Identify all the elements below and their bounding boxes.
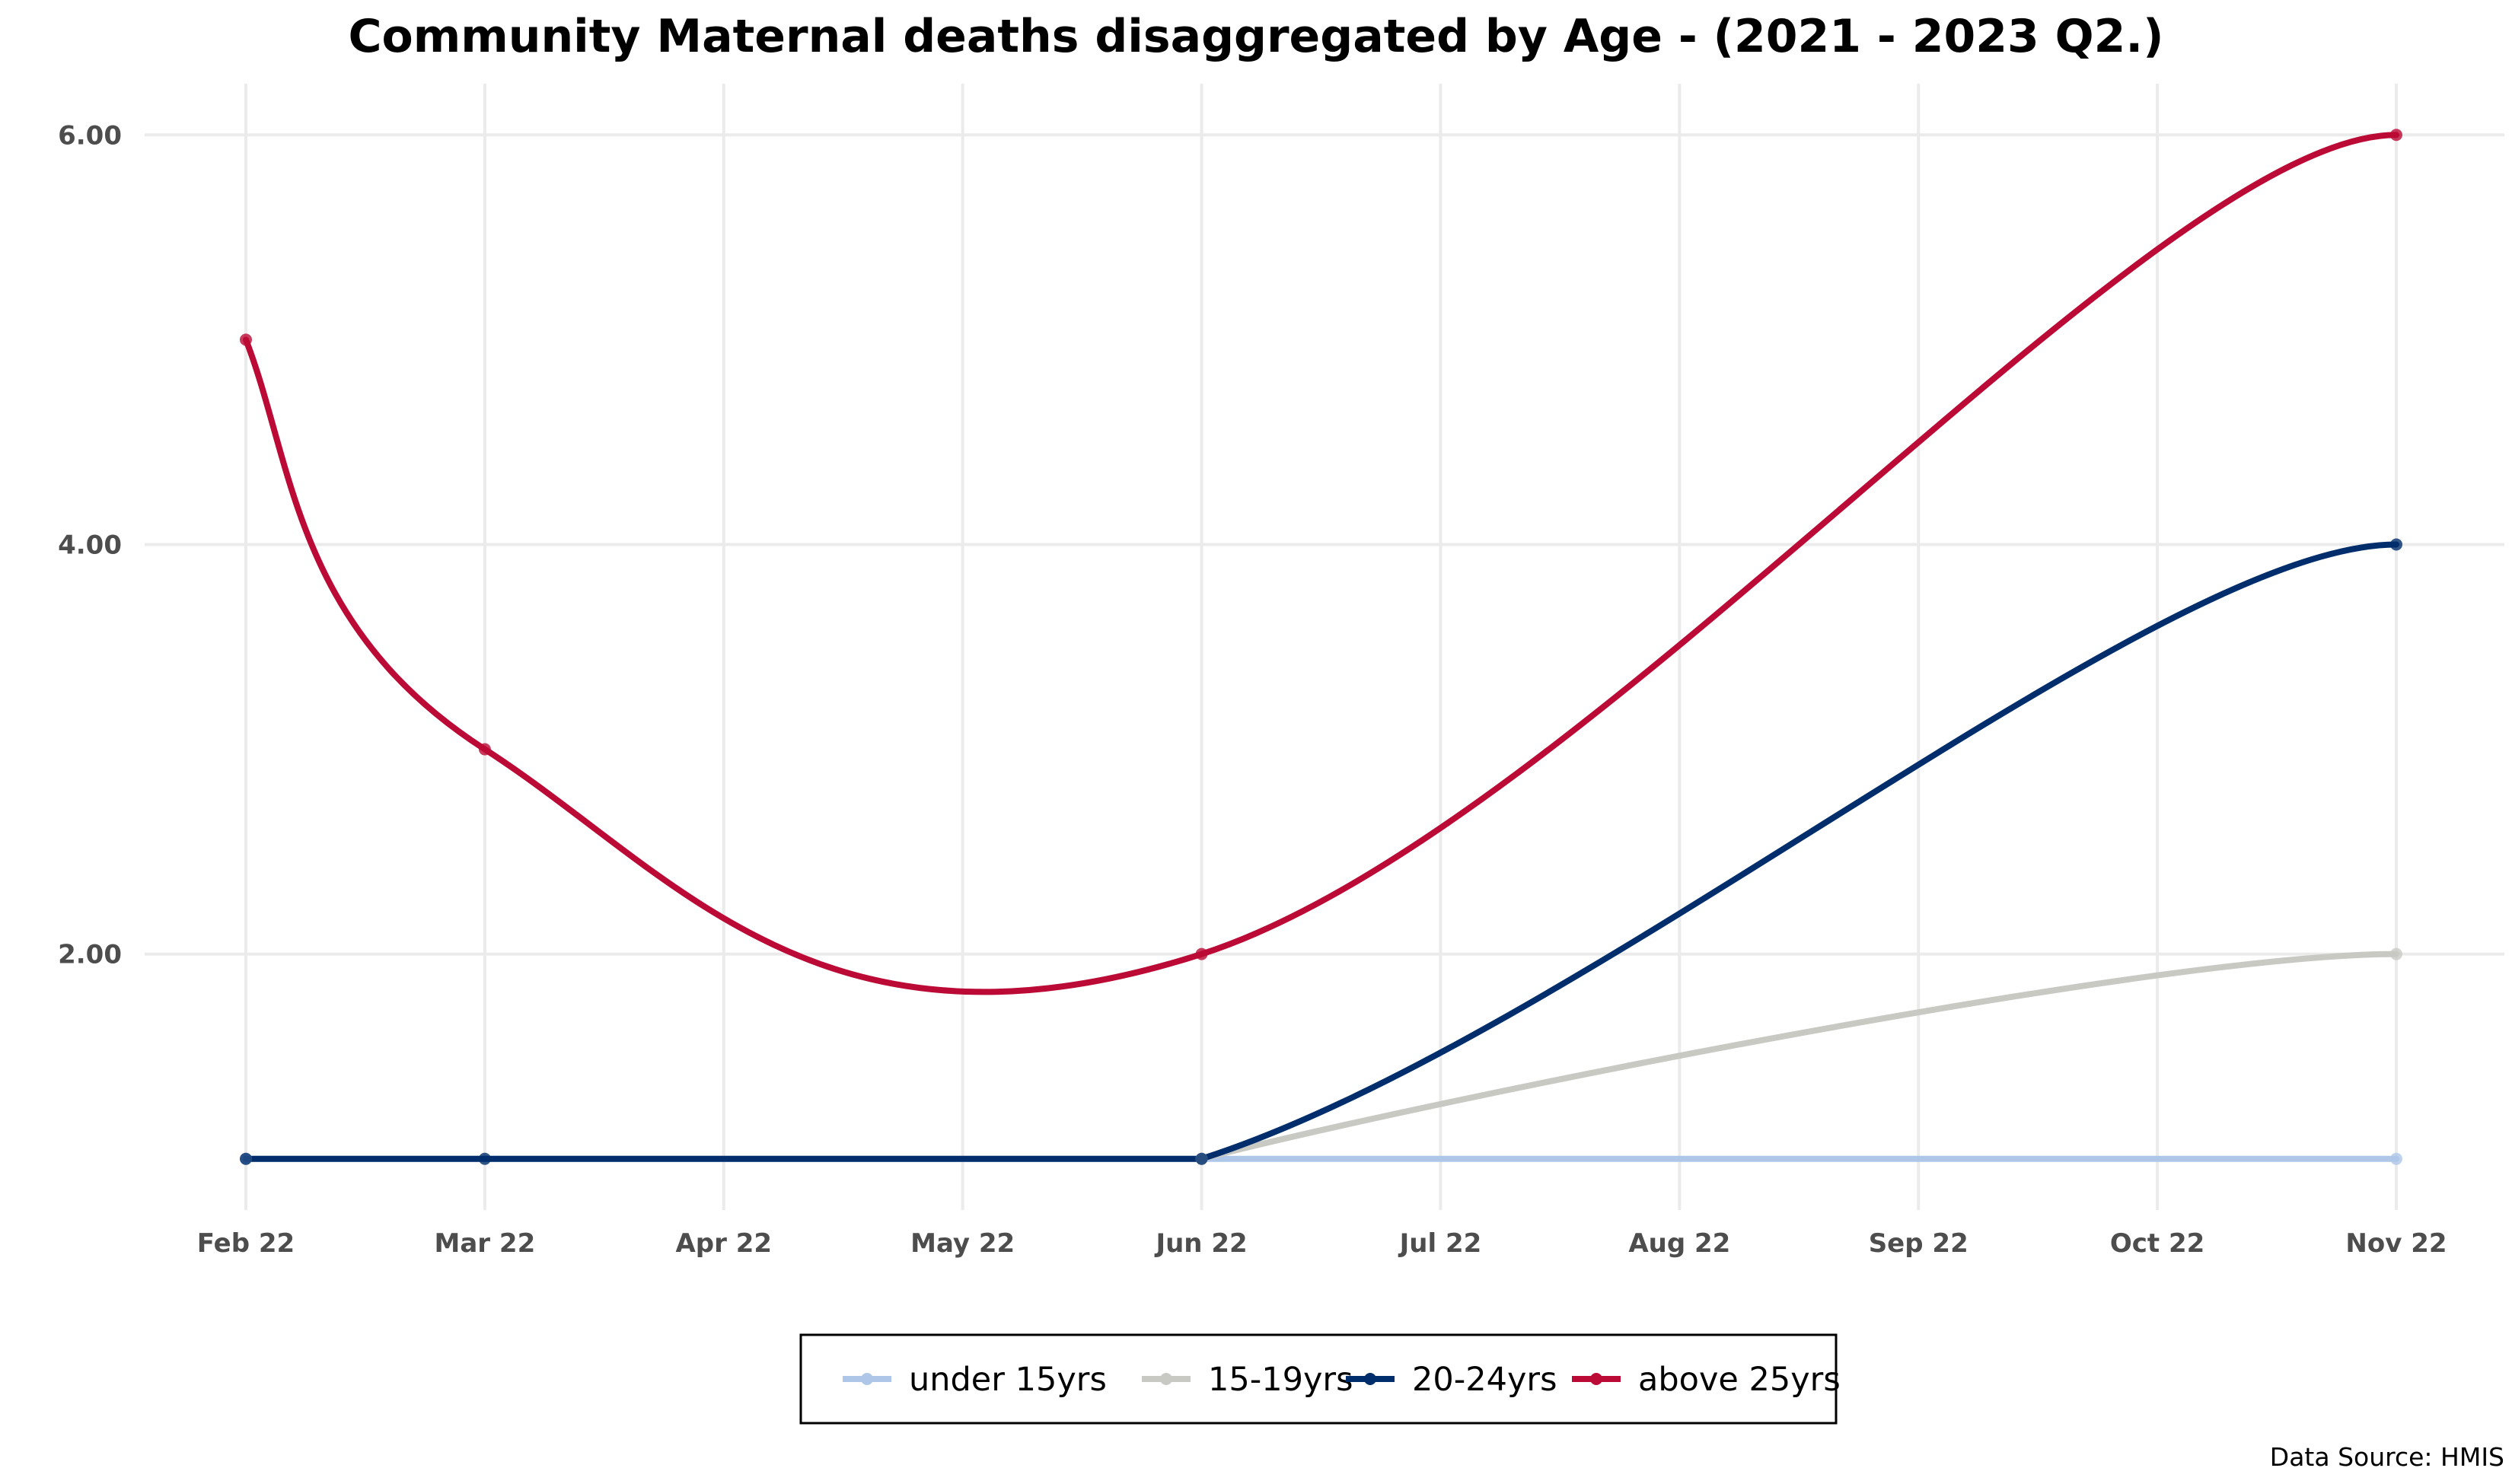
data-point-20-24yrs [1195,1152,1208,1165]
data-point-20-24yrs [2390,538,2402,551]
series-lines [243,132,2399,1162]
x-tick-label: Mar 22 [435,1228,536,1259]
data-point-above-25yrs [1195,947,1208,960]
data-point-20-24yrs [478,1152,491,1165]
legend-item-15-19yrs: 15-19yrs [1142,1361,1353,1399]
data-point-above-25yrs [478,743,491,756]
legend-box [799,1333,1838,1425]
x-tick-label: Jul 22 [1398,1228,1482,1259]
legend-key-point [1364,1373,1376,1385]
data-point-15-19yrs [2390,947,2402,960]
legend-label: 15-19yrs [1208,1361,1353,1399]
grid-lines [145,84,2504,1210]
data-source-caption: Data Source: HMIS [2270,1442,2504,1472]
chart-title: Community Maternal deaths disaggregated … [348,10,2163,63]
x-tick-label: Sep 22 [1869,1228,1968,1259]
x-axis-ticks: Feb 22 Mar 22 Apr 22 May 22 Jun 22 Jul 22 Aug … [197,1228,2447,1259]
x-tick-label: Oct 22 [2110,1228,2204,1259]
legend-item-under-15yrs: under 15yrs [843,1361,1107,1399]
legend-label: above 25yrs [1638,1361,1841,1399]
legend-key-point [1160,1373,1172,1385]
series-line-15-19yrs [1198,951,2399,1162]
legend-label: 20-24yrs [1412,1361,1557,1399]
x-tick-label: May 22 [910,1228,1015,1259]
data-point-above-25yrs [240,333,252,346]
x-tick-label: Aug 22 [1628,1228,1730,1259]
legend: under 15yrs 15-19yrs 20-24yrs above 25yrs [799,1333,1841,1425]
x-tick-label: Feb 22 [197,1228,295,1259]
data-points [240,129,2402,1165]
y-tick-label: 2.00 [58,940,122,970]
legend-key-point [861,1373,873,1385]
data-point-under-15yrs [2390,1152,2402,1165]
legend-label: under 15yrs [909,1361,1107,1399]
data-point-above-25yrs [2390,129,2402,142]
legend-key-point [1590,1373,1602,1385]
y-axis-ticks: 2.00 4.00 6.00 [58,120,122,970]
series-line-20-24yrs [243,541,2399,1162]
x-tick-label: Nov 22 [2345,1228,2447,1259]
x-tick-label: Jun 22 [1154,1228,1247,1259]
y-tick-label: 4.00 [58,530,122,560]
series-line-above-25yrs [243,132,2399,995]
legend-item-above-25yrs: above 25yrs [1572,1361,1841,1399]
y-tick-label: 6.00 [58,120,122,151]
x-tick-label: Apr 22 [675,1228,772,1259]
data-point-20-24yrs [240,1152,252,1165]
legend-item-20-24yrs: 20-24yrs [1346,1361,1557,1399]
